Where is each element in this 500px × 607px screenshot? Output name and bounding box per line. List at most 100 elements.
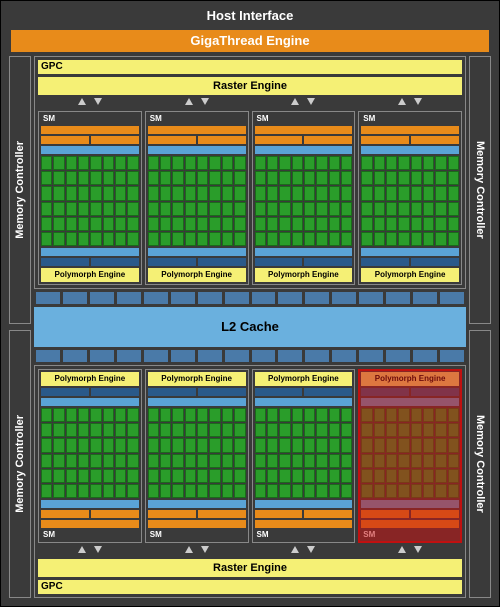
cuda-core	[172, 423, 183, 437]
cuda-core	[292, 484, 303, 498]
cuda-core	[341, 202, 352, 216]
cuda-core	[374, 484, 385, 498]
cuda-core	[329, 232, 340, 246]
l2-slot	[359, 350, 383, 362]
cuda-core	[316, 408, 327, 422]
cuda-core	[197, 469, 208, 483]
cuda-core	[316, 469, 327, 483]
cuda-core	[160, 232, 171, 246]
cuda-core	[222, 156, 233, 170]
cuda-core	[374, 171, 385, 185]
sm-scheduler-bar	[148, 520, 246, 528]
l2-slot	[144, 292, 168, 304]
cuda-core	[78, 156, 89, 170]
cuda-core	[78, 232, 89, 246]
cuda-core	[160, 202, 171, 216]
cuda-core	[234, 454, 245, 468]
cuda-core	[148, 423, 159, 437]
sm-cache-bar	[148, 258, 246, 266]
l2-slot	[440, 292, 464, 304]
cuda-core	[103, 454, 114, 468]
cuda-core	[53, 408, 64, 422]
cuda-core	[160, 469, 171, 483]
cuda-core	[41, 171, 52, 185]
cuda-core	[160, 423, 171, 437]
cuda-core	[78, 202, 89, 216]
cuda-core	[90, 423, 101, 437]
cuda-core	[222, 408, 233, 422]
cuda-core	[234, 171, 245, 185]
sm-dispatch-bar	[255, 510, 353, 518]
cuda-core	[234, 156, 245, 170]
cuda-core	[103, 484, 114, 498]
cuda-core	[435, 156, 446, 170]
cuda-core	[160, 454, 171, 468]
cuda-core	[411, 484, 422, 498]
cuda-core	[386, 408, 397, 422]
cuda-core	[234, 408, 245, 422]
cuda-core	[53, 423, 64, 437]
cuda-core	[90, 469, 101, 483]
l2-slot	[36, 350, 60, 362]
arrow-down-icon	[307, 98, 315, 105]
sm-scheduler-bar	[361, 520, 459, 528]
cuda-core	[374, 438, 385, 452]
sm-label: SM	[148, 114, 246, 124]
sm-dispatch-bar	[41, 510, 139, 518]
gpc-label-bar: GPC	[38, 580, 462, 594]
cuda-core	[66, 171, 77, 185]
l2-region: L2 Cache	[34, 292, 466, 362]
gpc-label: GPC	[41, 581, 63, 592]
cuda-core	[185, 156, 196, 170]
sm-label: SM	[148, 530, 246, 540]
cuda-core	[160, 484, 171, 498]
cuda-core	[386, 232, 397, 246]
cuda-core	[103, 423, 114, 437]
cuda-core	[66, 454, 77, 468]
cuda-core	[197, 202, 208, 216]
cuda-core	[255, 232, 266, 246]
cuda-core	[448, 232, 459, 246]
cuda-core	[222, 438, 233, 452]
cuda-core	[209, 186, 220, 200]
cuda-core	[316, 217, 327, 231]
cuda-core	[423, 171, 434, 185]
cuda-core	[66, 156, 77, 170]
cuda-core	[148, 484, 159, 498]
l2-slot	[63, 350, 87, 362]
cuda-core	[209, 232, 220, 246]
cuda-core	[41, 423, 52, 437]
cuda-core	[292, 423, 303, 437]
cuda-core	[185, 217, 196, 231]
cuda-core	[127, 186, 138, 200]
cuda-core	[341, 156, 352, 170]
cuda-core	[160, 171, 171, 185]
cuda-core	[304, 484, 315, 498]
cuda-core	[103, 438, 114, 452]
cuda-core	[267, 156, 278, 170]
sm-interconnect-bar	[255, 248, 353, 256]
cuda-core	[185, 232, 196, 246]
arrow-down-icon	[414, 546, 422, 553]
cuda-core	[103, 217, 114, 231]
cuda-core	[78, 484, 89, 498]
cuda-core	[255, 454, 266, 468]
l2-slot	[278, 350, 302, 362]
cuda-core	[209, 202, 220, 216]
cuda-core	[148, 171, 159, 185]
cuda-core	[78, 469, 89, 483]
cuda-core	[361, 186, 372, 200]
cuda-core	[66, 186, 77, 200]
cuda-core	[222, 454, 233, 468]
cuda-core	[209, 217, 220, 231]
cuda-core	[209, 469, 220, 483]
cuda-core	[234, 423, 245, 437]
cuda-core	[255, 423, 266, 437]
cuda-core	[374, 232, 385, 246]
l2-slot	[413, 350, 437, 362]
arrows-cell	[358, 546, 462, 556]
arrow-up-icon	[398, 98, 406, 105]
cuda-core	[411, 156, 422, 170]
raster-engine-bar: Raster Engine	[38, 77, 462, 95]
cuda-core	[267, 217, 278, 231]
